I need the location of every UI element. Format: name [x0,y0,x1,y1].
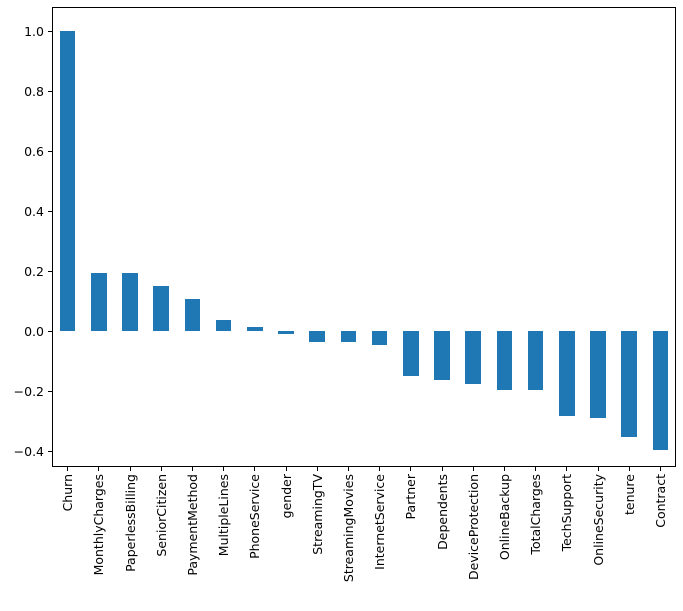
x-tick-label-MultipleLines: MultipleLines [216,474,232,557]
plot-area [52,7,676,467]
x-tick-label-OnlineBackup: OnlineBackup [496,474,512,561]
x-tick-mark [566,467,568,471]
x-tick-label-StreamingTV: StreamingTV [309,474,325,555]
y-tick-mark [48,90,52,92]
x-tick-mark [160,467,162,471]
x-tick-mark [129,467,131,471]
bar-Churn [59,31,76,332]
y-tick-label: 0.6 [24,143,44,159]
x-tick-mark [285,467,287,471]
bar-Partner [403,331,419,377]
y-tick-label: 0.8 [24,83,44,99]
bar-Contract [652,331,669,451]
bar-Dependents [434,331,450,381]
x-tick-mark [659,467,661,471]
bar-tenure [621,331,637,437]
x-tick-label-InternetService: InternetService [372,474,388,570]
y-tick-mark [48,330,52,332]
y-tick-label: 0.4 [24,203,44,219]
bar-TotalCharges [527,331,544,391]
x-tick-label-Churn: Churn [60,474,76,512]
x-tick-label-Partner: Partner [403,474,419,520]
bar-MultipleLines [215,319,232,332]
x-tick-mark [379,467,381,471]
y-tick-label: 0.2 [24,263,44,279]
x-tick-label-DeviceProtection: DeviceProtection [465,474,481,580]
x-tick-mark [347,467,349,471]
bar-PhoneService [247,327,263,332]
bar-PaperlessBilling [122,273,138,332]
bar-gender [278,331,294,334]
x-tick-mark [254,467,256,471]
y-tick-mark [48,210,52,212]
x-tick-label-PaymentMethod: PaymentMethod [184,474,200,576]
x-tick-label-TechSupport: TechSupport [559,474,575,552]
bar-StreamingMovies [340,331,357,343]
bar-DeviceProtection [465,331,481,385]
x-tick-mark [472,467,474,471]
x-tick-label-gender: gender [278,474,294,519]
x-tick-label-OnlineSecurity: OnlineSecurity [590,474,606,566]
y-tick-label: 1.0 [24,23,44,39]
bar-PaymentMethod [184,298,201,332]
bar-OnlineBackup [496,331,513,390]
x-tick-mark [98,467,100,471]
x-tick-mark [316,467,318,471]
x-tick-label-tenure: tenure [621,474,637,515]
y-tick-label: −0.2 [13,383,44,399]
bar-TechSupport [559,331,575,416]
bar-SeniorCitizen [153,285,169,332]
x-tick-label-PaperlessBilling: PaperlessBilling [122,474,138,572]
x-tick-mark [191,467,193,471]
x-tick-mark [410,467,412,471]
x-tick-mark [535,467,537,471]
x-tick-label-TotalCharges: TotalCharges [528,474,544,555]
x-tick-label-PhoneService: PhoneService [247,474,263,559]
x-tick-mark [597,467,599,471]
x-tick-label-StreamingMovies: StreamingMovies [340,474,356,583]
x-tick-mark [223,467,225,471]
y-tick-label: 0.0 [24,323,44,339]
bar-InternetService [371,331,388,346]
bar-OnlineSecurity [590,331,606,418]
x-tick-label-SeniorCitizen: SeniorCitizen [153,474,169,557]
y-tick-mark [48,450,52,452]
x-tick-mark [67,467,69,471]
y-tick-mark [48,390,52,392]
x-tick-mark [503,467,505,471]
bar-MonthlyCharges [91,273,107,332]
x-tick-mark [441,467,443,471]
x-tick-label-MonthlyCharges: MonthlyCharges [91,474,107,576]
y-tick-label: −0.4 [13,443,44,459]
y-tick-mark [48,150,52,152]
x-tick-mark [628,467,630,471]
y-tick-mark [48,270,52,272]
bar-StreamingTV [309,331,325,343]
y-tick-mark [48,30,52,32]
x-tick-label-Dependents: Dependents [434,474,450,550]
x-tick-label-Contract: Contract [652,474,668,528]
